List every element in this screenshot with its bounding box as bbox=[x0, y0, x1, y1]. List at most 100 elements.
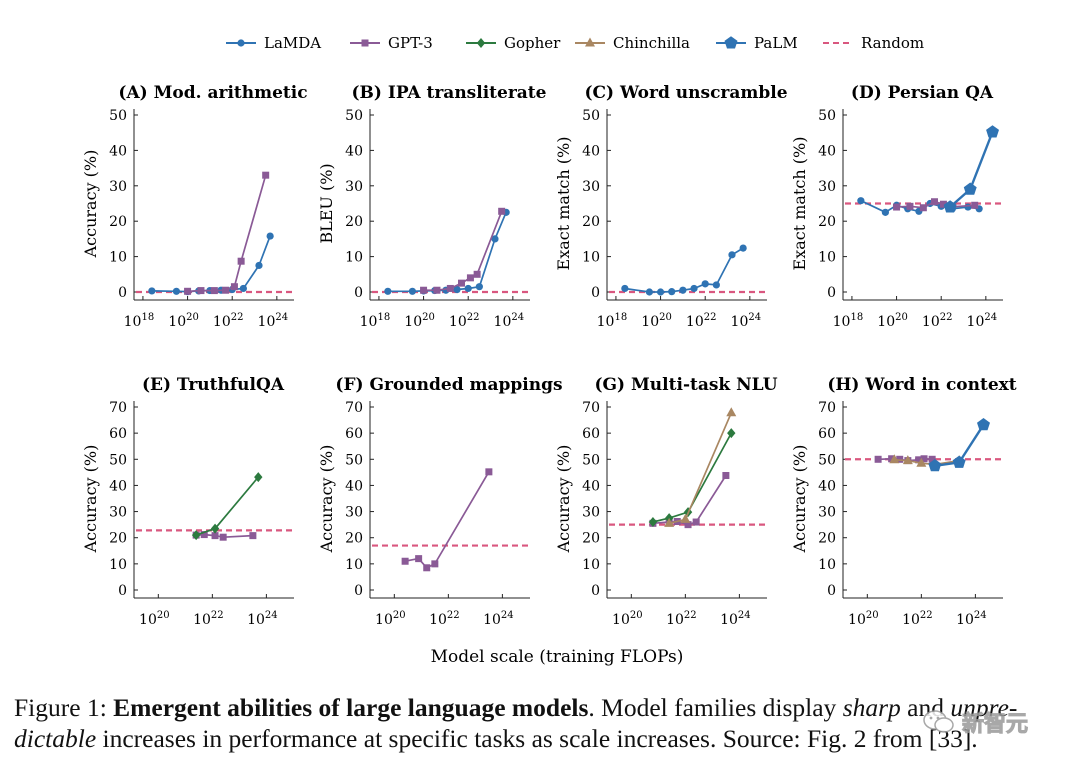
y-tick-label: 30 bbox=[818, 179, 836, 195]
data-point-gpt-3 bbox=[230, 283, 238, 291]
data-point-gpt-3 bbox=[888, 455, 896, 463]
y-tick-label: 20 bbox=[582, 531, 600, 547]
y-tick-label: 70 bbox=[109, 400, 127, 416]
y-tick-label: 20 bbox=[109, 214, 127, 230]
data-point-gpt-3 bbox=[931, 198, 939, 206]
y-tick-label: 30 bbox=[345, 179, 363, 195]
series-palm bbox=[928, 418, 990, 472]
data-point-gpt-3 bbox=[920, 455, 928, 463]
legend-item-gopher: Gopher bbox=[466, 34, 561, 52]
series-gopher bbox=[191, 472, 263, 541]
x-tick-label: 1024 bbox=[247, 610, 278, 628]
x-tick-label: 1020 bbox=[139, 610, 170, 628]
series-line bbox=[151, 235, 271, 293]
data-point-palm bbox=[986, 125, 999, 138]
data-point-gpt-3 bbox=[893, 203, 901, 211]
data-point-palm bbox=[943, 200, 957, 213]
data-point-lamda bbox=[679, 286, 687, 294]
data-point-gpt-3 bbox=[431, 560, 439, 568]
x-tick-label: 1024 bbox=[967, 312, 998, 330]
x-tick-label: 1024 bbox=[720, 610, 751, 628]
caption-text-3: increases in performance at specific tas… bbox=[96, 724, 978, 753]
data-point-lamda bbox=[453, 285, 461, 294]
data-point-chinchilla bbox=[889, 454, 900, 464]
series-lamda bbox=[148, 232, 274, 296]
x-tick-label: 1020 bbox=[641, 312, 672, 330]
data-point-chinchilla bbox=[726, 407, 737, 417]
y-tick-label: 20 bbox=[109, 531, 127, 547]
y-tick-label: 30 bbox=[818, 505, 836, 521]
data-point-palm bbox=[977, 418, 990, 431]
series-line bbox=[668, 412, 733, 525]
y-tick-label: 20 bbox=[818, 531, 836, 547]
x-tick-label: 1018 bbox=[597, 312, 628, 330]
panel-title: (G) Multi-task NLU bbox=[594, 375, 777, 395]
legend-item-lamda: LaMDA bbox=[226, 34, 321, 52]
data-point-gpt-3 bbox=[433, 286, 441, 294]
y-tick-label: 0 bbox=[118, 583, 127, 599]
y-axis-label: Exact match (%) bbox=[790, 137, 809, 271]
x-tick-label: 1024 bbox=[956, 610, 987, 628]
y-axis-label: Accuracy (%) bbox=[790, 445, 809, 554]
legend-label: LaMDA bbox=[264, 34, 321, 52]
data-point-gpt-3 bbox=[906, 202, 914, 210]
figure-caption: Figure 1: Emergent abilities of large la… bbox=[14, 692, 1070, 754]
data-point-lamda bbox=[491, 235, 499, 243]
data-point-lamda bbox=[728, 251, 736, 259]
data-point-chinchilla bbox=[664, 517, 675, 527]
legend-label: Chinchilla bbox=[613, 34, 690, 52]
data-point-lamda bbox=[266, 232, 274, 240]
panel-title: (B) IPA transliterate bbox=[352, 83, 547, 103]
data-point-gpt-3 bbox=[874, 455, 882, 463]
data-point-lamda bbox=[384, 287, 392, 295]
y-tick-label: 20 bbox=[582, 214, 600, 230]
data-point-gpt-3 bbox=[971, 201, 979, 209]
panel-title: (C) Word unscramble bbox=[584, 83, 787, 103]
data-point-chinchilla bbox=[902, 455, 913, 465]
data-point-gpt-3 bbox=[210, 287, 218, 295]
legend-item-palm: PaLM bbox=[716, 34, 798, 52]
x-tick-label: 1022 bbox=[429, 610, 460, 628]
y-tick-label: 40 bbox=[582, 478, 600, 494]
data-point-gpt-3 bbox=[722, 471, 730, 479]
data-point-lamda bbox=[690, 284, 698, 293]
data-point-gpt-3 bbox=[415, 555, 423, 563]
data-point-lamda bbox=[964, 203, 972, 211]
x-tick-label: 1024 bbox=[494, 312, 525, 330]
y-tick-label: 20 bbox=[345, 214, 363, 230]
y-tick-label: 10 bbox=[582, 250, 600, 266]
data-point-gpt-3 bbox=[249, 532, 257, 540]
data-point-gpt-3 bbox=[473, 270, 481, 278]
data-point-gpt-3 bbox=[692, 518, 700, 526]
y-tick-label: 50 bbox=[818, 452, 836, 468]
series-line bbox=[423, 210, 503, 292]
y-tick-label: 30 bbox=[109, 179, 127, 195]
y-tick-label: 10 bbox=[345, 557, 363, 573]
x-tick-label: 1020 bbox=[168, 312, 199, 330]
data-point-gpt-3 bbox=[684, 521, 692, 529]
data-point-palm bbox=[963, 182, 977, 195]
data-point-gpt-3 bbox=[262, 171, 270, 179]
data-point-chinchilla bbox=[916, 457, 927, 467]
y-tick-label: 0 bbox=[827, 583, 836, 599]
data-point-lamda bbox=[656, 288, 665, 296]
data-point-palm bbox=[928, 459, 942, 472]
data-point-gopher bbox=[648, 517, 658, 528]
y-tick-label: 50 bbox=[109, 108, 127, 124]
y-tick-label: 0 bbox=[827, 285, 836, 301]
x-tick-label: 1022 bbox=[686, 312, 717, 330]
data-point-lamda bbox=[621, 284, 629, 293]
data-point-gopher bbox=[210, 523, 220, 534]
legend-marker-pentagon bbox=[724, 36, 738, 49]
x-tick-label: 1022 bbox=[193, 610, 224, 628]
legend-item-chinchilla: Chinchilla bbox=[575, 34, 690, 52]
legend-marker-circle bbox=[237, 39, 245, 47]
legend-marker-triangle bbox=[585, 37, 595, 47]
legend-item-gpt-3: GPT-3 bbox=[350, 34, 433, 52]
